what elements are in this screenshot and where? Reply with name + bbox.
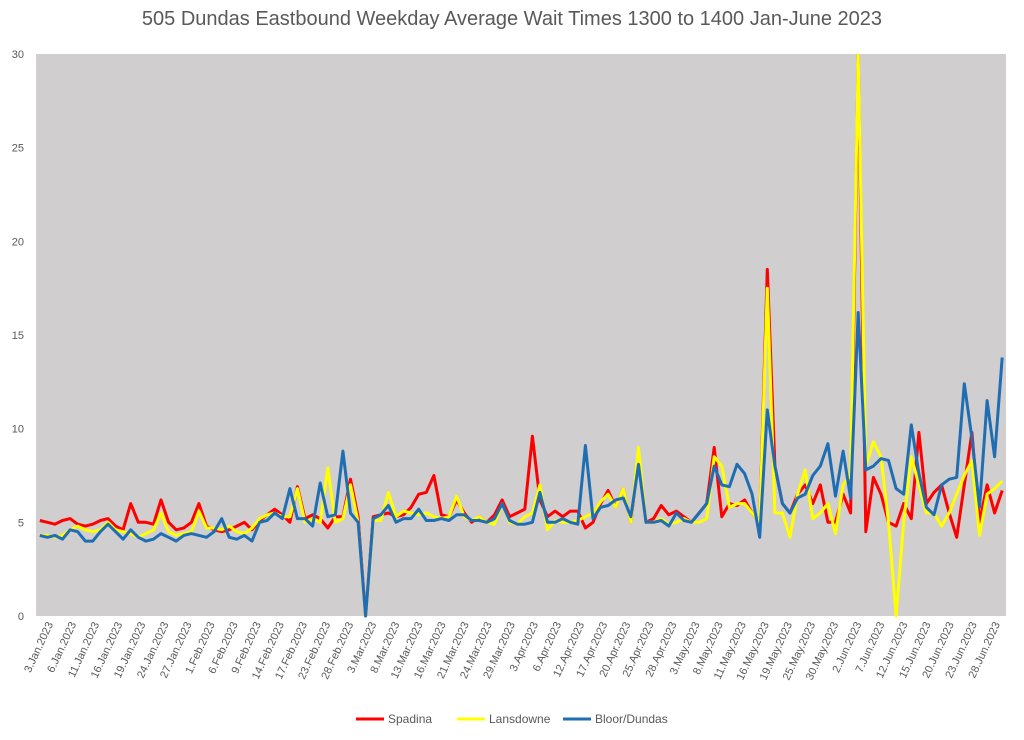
y-tick-label: 15 [12, 330, 24, 342]
y-tick-label: 5 [18, 517, 24, 529]
legend-label: Spadina [388, 712, 432, 726]
series-line-bloor-dundas [39, 311, 1004, 618]
y-tick-label: 30 [12, 49, 24, 61]
y-tick-label: 20 [12, 236, 24, 248]
legend-label: Lansdowne [489, 712, 551, 726]
legend-label: Bloor/Dundas [595, 712, 668, 726]
series-line-lansdowne [39, 54, 1004, 618]
y-tick-label: 0 [18, 611, 24, 623]
chart-title: 505 Dundas Eastbound Weekday Average Wai… [141, 8, 883, 30]
y-tick-label: 10 [12, 424, 24, 436]
y-tick-label: 25 [12, 143, 24, 155]
